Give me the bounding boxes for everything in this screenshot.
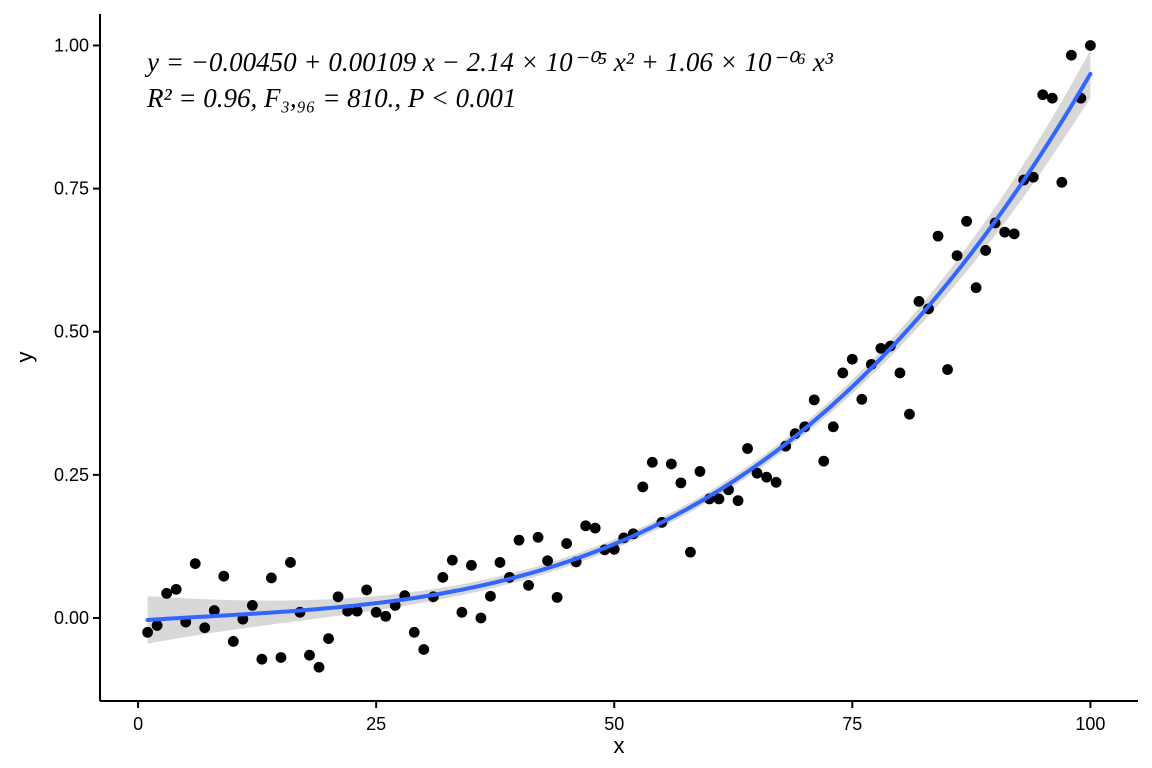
data-point-8 <box>208 605 220 616</box>
data-point-82 <box>913 295 925 307</box>
data-point-66 <box>761 471 773 483</box>
data-point-30 <box>418 644 430 655</box>
data-point-10 <box>227 636 239 647</box>
y-tick-label-3: 0.75 <box>54 179 89 199</box>
data-point-73 <box>827 421 839 433</box>
y-tick-label-2: 0.50 <box>54 322 89 342</box>
data-point-71 <box>808 394 820 406</box>
data-point-23 <box>351 605 363 617</box>
data-point-72 <box>818 455 830 467</box>
data-point-16 <box>285 557 296 568</box>
data-point-32 <box>437 571 449 583</box>
confidence-band <box>147 50 1091 644</box>
data-point-61 <box>713 493 725 505</box>
data-point-96 <box>1046 92 1058 104</box>
data-point-56 <box>665 458 677 470</box>
data-point-34 <box>456 606 468 618</box>
data-point-84 <box>932 230 944 242</box>
data-point-3 <box>161 587 173 599</box>
x-tick-label-3: 75 <box>842 714 862 734</box>
data-point-4 <box>170 583 182 595</box>
data-point-98 <box>1065 49 1077 61</box>
data-point-48 <box>589 522 601 534</box>
data-point-64 <box>742 443 753 454</box>
data-point-15 <box>275 652 287 663</box>
x-axis-title: x <box>614 733 625 758</box>
data-point-59 <box>694 466 706 477</box>
data-point-35 <box>465 559 477 571</box>
data-point-19 <box>313 661 325 673</box>
y-tick-label-0: 0.00 <box>54 608 89 628</box>
confidence-band-layer <box>147 50 1091 644</box>
data-point-25 <box>370 606 382 618</box>
data-point-67 <box>770 476 782 488</box>
data-point-92 <box>1008 228 1020 240</box>
data-point-29 <box>408 626 420 638</box>
data-point-41 <box>523 579 534 591</box>
y-tick-label-1: 0.25 <box>54 465 89 485</box>
y-axis-ticks: 0.00 0.25 0.50 0.75 1.00 <box>54 35 100 628</box>
data-point-57 <box>675 477 687 489</box>
data-point-80 <box>894 367 906 379</box>
data-point-75 <box>846 353 858 365</box>
data-point-45 <box>561 538 573 549</box>
data-point-26 <box>380 610 392 622</box>
x-tick-label-0: 0 <box>133 714 143 734</box>
data-point-88 <box>970 282 982 294</box>
data-point-42 <box>532 531 544 543</box>
data-point-86 <box>951 250 963 261</box>
fit-equation-annotation: y = −0.00450 + 0.00109 x − 2.14 × 10⁻⁰⁵ … <box>144 47 834 77</box>
data-point-53 <box>637 481 649 493</box>
data-point-58 <box>685 546 696 558</box>
x-axis-ticks: 0 25 50 75 100 <box>133 701 1105 734</box>
data-point-76 <box>856 393 868 405</box>
x-tick-label-2: 50 <box>604 714 624 734</box>
data-point-14 <box>266 572 277 584</box>
data-point-91 <box>999 226 1011 238</box>
fit-statistics-annotation: R² = 0.96, F₃,₉₆ = 810., P < 0.001 <box>146 83 516 113</box>
points-layer <box>142 40 1096 673</box>
data-point-36 <box>475 612 487 624</box>
data-point-54 <box>646 456 658 468</box>
data-point-43 <box>542 555 553 567</box>
fit-line <box>145 71 1093 622</box>
data-point-2 <box>151 620 163 631</box>
data-point-87 <box>961 215 972 227</box>
data-point-1 <box>142 626 154 638</box>
data-point-89 <box>980 245 992 256</box>
data-point-9 <box>218 570 230 582</box>
data-point-33 <box>446 554 458 566</box>
x-tick-label-4: 100 <box>1075 714 1105 734</box>
data-point-44 <box>551 591 563 603</box>
y-axis-title: y <box>12 352 37 363</box>
data-point-100 <box>1084 40 1096 51</box>
data-point-65 <box>751 467 763 479</box>
data-point-38 <box>494 557 506 568</box>
data-point-7 <box>199 622 211 634</box>
y-tick-label-4: 1.00 <box>54 35 89 55</box>
data-point-6 <box>189 558 201 569</box>
data-point-47 <box>580 520 592 532</box>
data-point-40 <box>513 534 525 546</box>
data-point-94 <box>1027 171 1039 183</box>
data-point-85 <box>942 364 953 375</box>
data-point-18 <box>304 649 315 661</box>
x-tick-label-1: 25 <box>366 714 386 734</box>
data-point-74 <box>837 367 849 379</box>
data-point-37 <box>485 590 496 602</box>
data-point-97 <box>1056 176 1068 188</box>
data-point-13 <box>256 653 268 665</box>
fit-line-layer <box>145 71 1093 622</box>
data-point-24 <box>361 584 373 596</box>
data-point-81 <box>904 408 915 420</box>
data-point-20 <box>323 633 334 644</box>
data-point-21 <box>332 591 344 603</box>
data-point-12 <box>246 599 258 611</box>
data-point-95 <box>1037 89 1049 101</box>
data-point-78 <box>875 342 887 354</box>
data-point-63 <box>732 495 744 507</box>
